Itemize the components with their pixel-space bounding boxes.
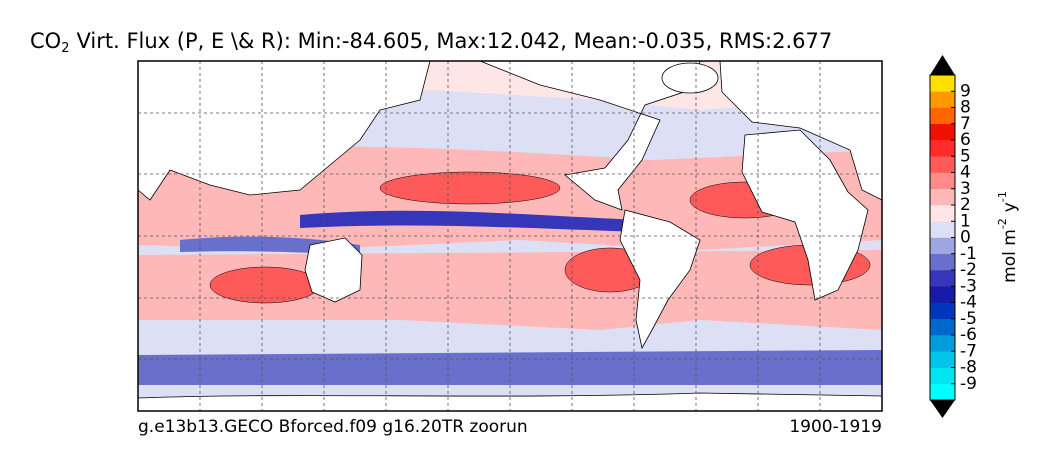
label-base: mol m bbox=[1000, 229, 1020, 283]
map-frame bbox=[137, 60, 883, 412]
title-main: CO bbox=[30, 29, 61, 53]
colorbar-band bbox=[930, 123, 955, 141]
colorbar-tick-label: 9 bbox=[960, 81, 971, 101]
colorbar-tick-label: -2 bbox=[960, 260, 977, 280]
colorbar-extend bbox=[930, 400, 955, 418]
colorbar-tick-label: 4 bbox=[960, 163, 971, 183]
eurasia bbox=[137, 60, 431, 201]
colorbar-tick-label: -5 bbox=[960, 309, 977, 329]
colorbar-tick-label: 7 bbox=[960, 114, 971, 134]
colorbar-tick-label: -4 bbox=[960, 293, 977, 313]
australia bbox=[304, 237, 363, 303]
footer-left: g.e13b13.GECO Bforced.f09 g16.20TR zooru… bbox=[138, 417, 528, 437]
colorbar-tick-label: -1 bbox=[960, 244, 977, 264]
south-america bbox=[619, 209, 701, 350]
north-america bbox=[479, 60, 701, 211]
colorbar-band bbox=[930, 237, 955, 255]
colorbar-extend bbox=[930, 55, 955, 75]
label-exp: -2 bbox=[996, 218, 1009, 229]
graticule bbox=[138, 61, 882, 411]
colorbar-tick-label: 0 bbox=[960, 228, 971, 248]
colorbar-label: mol m-2 y-1 bbox=[996, 191, 1020, 283]
colorbar-tick-label: 1 bbox=[960, 211, 971, 231]
africa bbox=[741, 129, 869, 301]
colorbar-tick-label: 3 bbox=[960, 179, 971, 199]
colorbar-tick-label: -3 bbox=[960, 276, 977, 296]
title: CO2 Virt. Flux (P, E \& R): Min:-84.605, … bbox=[30, 29, 832, 56]
title-subscript: 2 bbox=[61, 41, 69, 56]
colorbar-band bbox=[930, 253, 955, 271]
colorbar-band bbox=[930, 205, 955, 222]
colorbar-band bbox=[930, 107, 955, 125]
equatorial-band bbox=[300, 210, 640, 232]
colorbar-tick-label: -6 bbox=[960, 325, 977, 345]
colorbar-band bbox=[930, 221, 955, 238]
colorbar-band bbox=[930, 383, 955, 401]
colorbar-band bbox=[930, 188, 955, 206]
greenland bbox=[661, 62, 719, 94]
colorbar-tick-label: 6 bbox=[960, 130, 971, 150]
colorbar-tick-label: -8 bbox=[960, 358, 977, 378]
colorbar-tick-label: 5 bbox=[960, 146, 971, 166]
label-exp: -1 bbox=[996, 191, 1009, 202]
colorbar-band bbox=[930, 302, 955, 320]
colorbar-band bbox=[930, 270, 955, 287]
colorbar-band bbox=[930, 367, 955, 385]
gyre bbox=[379, 171, 561, 205]
colorbar-band bbox=[930, 286, 955, 303]
colorbar-band bbox=[930, 75, 955, 92]
colorbar-band bbox=[930, 335, 955, 352]
colorbar-tick-label: 2 bbox=[960, 195, 971, 215]
colorbar-tick-label: -9 bbox=[960, 374, 977, 394]
label-mid: y bbox=[1000, 202, 1020, 212]
title-rest: Virt. Flux (P, E \& R): Min:-84.605, Max… bbox=[76, 29, 832, 53]
colorbar-band bbox=[930, 318, 955, 336]
colorbar-tick-label: -7 bbox=[960, 341, 977, 361]
colorbar-band bbox=[930, 156, 955, 173]
colorbar-band bbox=[930, 91, 955, 108]
colorbar-band bbox=[930, 351, 955, 368]
colorbar-tick-label: 8 bbox=[960, 98, 971, 118]
map bbox=[137, 60, 883, 412]
antarctica bbox=[137, 392, 883, 412]
footer-right: 1900-1919 bbox=[789, 417, 882, 437]
colorbar-band bbox=[930, 172, 955, 190]
colorbar-band bbox=[930, 140, 955, 157]
